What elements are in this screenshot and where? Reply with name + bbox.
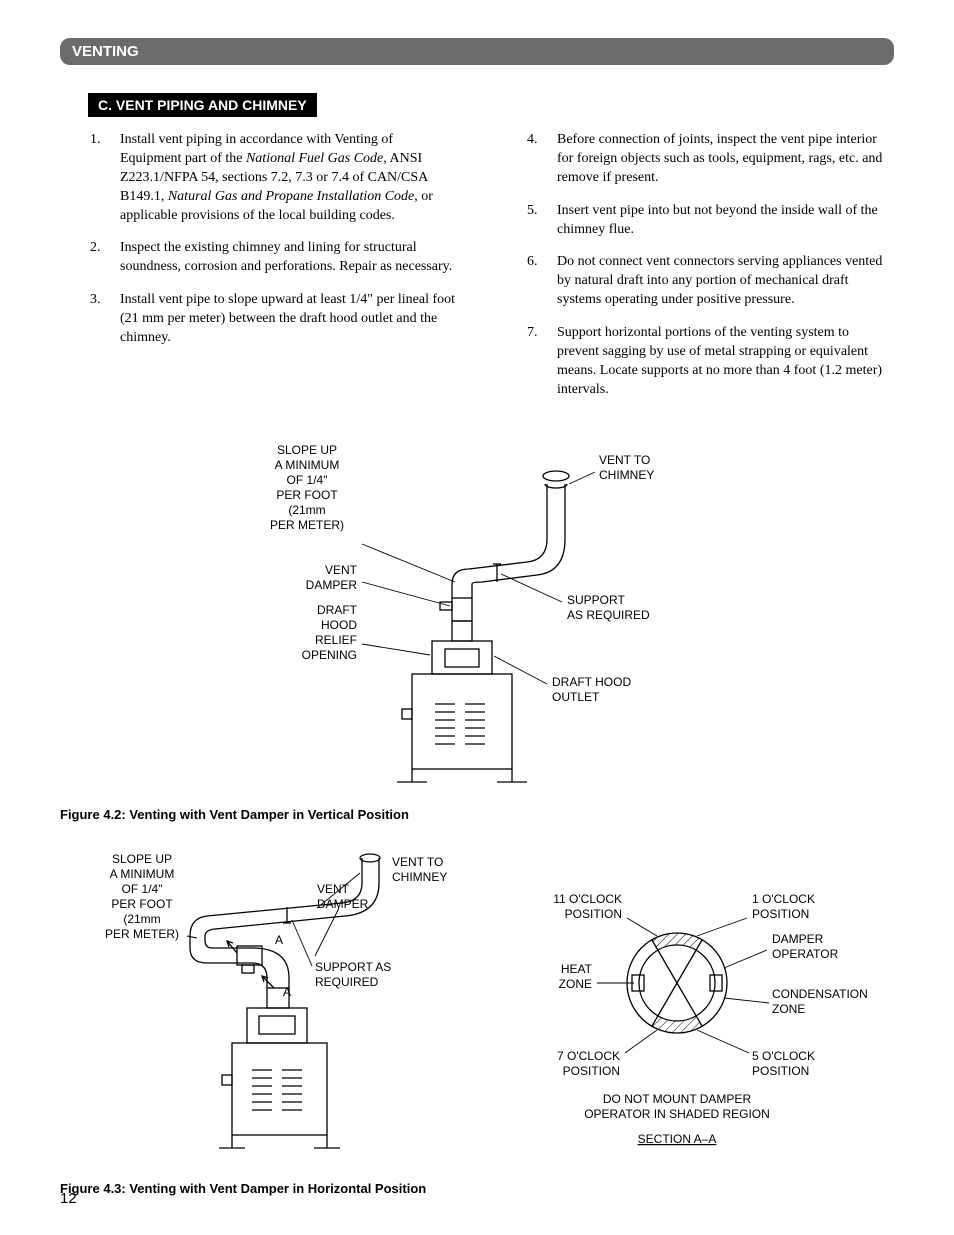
label: SLOPE UP [277,443,337,457]
list-item: 4. Before connection of joints, inspect … [527,131,894,188]
item-text: Before connection of joints, inspect the… [557,132,882,185]
label: (21mm [123,912,160,926]
page-number: 12 [60,1190,77,1207]
label: A [275,933,283,947]
list-item: 2. Inspect the existing chimney and lini… [90,239,457,277]
label: SUPPORT [567,593,625,607]
figure-4-3-caption: Figure 4.3: Venting with Vent Damper in … [60,1181,894,1196]
item-text: Inspect the existing chimney and lining … [120,240,452,274]
label: POSITION [752,1064,809,1078]
label: SLOPE UP [112,852,172,866]
label: PER METER) [105,927,179,941]
body-columns: 1. Install vent piping in accordance wit… [60,131,894,414]
figure-4-2-caption: Figure 4.2: Venting with Vent Damper in … [60,807,894,822]
list-right: 4. Before connection of joints, inspect … [497,131,894,400]
label: HEAT [561,962,593,976]
item-number: 7. [527,324,538,343]
label: CHIMNEY [392,870,447,884]
item-text: Insert vent pipe into but not beyond the… [557,203,878,237]
label: PER FOOT [276,488,338,502]
item-text-italic2: Natural Gas and Propane Installation Cod… [168,189,414,204]
label: POSITION [563,1064,620,1078]
label: DAMPER [306,578,358,592]
label: DRAFT [317,603,358,617]
label: CONDENSATION [772,987,867,1001]
item-text: Install vent pipe to slope upward at lea… [120,292,455,345]
item-number: 1. [90,131,101,150]
label: AS REQUIRED [567,608,650,622]
label: RELIEF [315,633,357,647]
list-item: 1. Install vent piping in accordance wit… [90,131,457,225]
label: VENT TO [392,855,443,869]
item-number: 3. [90,291,101,310]
section-banner: VENTING [60,38,894,65]
label: POSITION [565,907,622,921]
label: VENT [325,563,358,577]
label: VENT TO [599,453,650,467]
subsection-bar: C. VENT PIPING AND CHIMNEY [88,93,317,117]
label: DAMPER [772,932,824,946]
label: OPERATOR [772,947,839,961]
label: POSITION [752,907,809,921]
left-column: 1. Install vent piping in accordance wit… [60,131,457,414]
label: SECTION A–A [638,1132,717,1146]
diagram-4-3-svg: SLOPE UP A MINIMUM OF 1/4" PER FOOT (21m… [87,848,867,1168]
label: OPENING [302,648,357,662]
label: OF 1/4" [122,882,163,896]
item-text-italic: National Fuel Gas Code [246,151,383,166]
subsection-title: C. VENT PIPING AND CHIMNEY [98,97,307,113]
label: VENT [317,882,350,896]
label: 1 O'CLOCK [752,892,815,906]
figure-4-3: SLOPE UP A MINIMUM OF 1/4" PER FOOT (21m… [60,848,894,1173]
figure-4-2: SLOPE UP A MINIMUM OF 1/4" PER FOOT (21m… [60,434,894,799]
label: ZONE [559,977,592,991]
item-number: 5. [527,202,538,221]
label: DO NOT MOUNT DAMPER [603,1092,752,1106]
right-column: 4. Before connection of joints, inspect … [497,131,894,414]
label: 11 O'CLOCK [553,892,622,906]
label: PER FOOT [111,897,173,911]
item-text: Support horizontal portions of the venti… [557,325,882,397]
list-item: 7. Support horizontal portions of the ve… [527,324,894,400]
label: OPERATOR IN SHADED REGION [584,1107,770,1121]
label: CHIMNEY [599,468,654,482]
list-item: 3. Install vent pipe to slope upward at … [90,291,457,348]
diagram-4-2-svg: SLOPE UP A MINIMUM OF 1/4" PER FOOT (21m… [197,434,757,794]
label: REQUIRED [315,975,379,989]
label: DRAFT HOOD [552,675,631,689]
label: ZONE [772,1002,805,1016]
label: 5 O'CLOCK [752,1049,815,1063]
label: OF 1/4" [287,473,328,487]
label: PER METER) [270,518,344,532]
label: OUTLET [552,690,600,704]
item-text: Do not connect vent connectors serving a… [557,254,882,307]
label: A [283,985,291,999]
label: DAMPER [317,897,369,911]
item-number: 6. [527,253,538,272]
label: (21mm [288,503,325,517]
label: 7 O'CLOCK [557,1049,620,1063]
list-left: 1. Install vent piping in accordance wit… [60,131,457,348]
list-item: 6. Do not connect vent connectors servin… [527,253,894,310]
label: HOOD [321,618,357,632]
label: SUPPORT AS [315,960,391,974]
label: A MINIMUM [110,867,175,881]
item-number: 2. [90,239,101,258]
item-number: 4. [527,131,538,150]
list-item: 5. Insert vent pipe into but not beyond … [527,202,894,240]
section-title: VENTING [72,43,139,60]
label: A MINIMUM [275,458,340,472]
